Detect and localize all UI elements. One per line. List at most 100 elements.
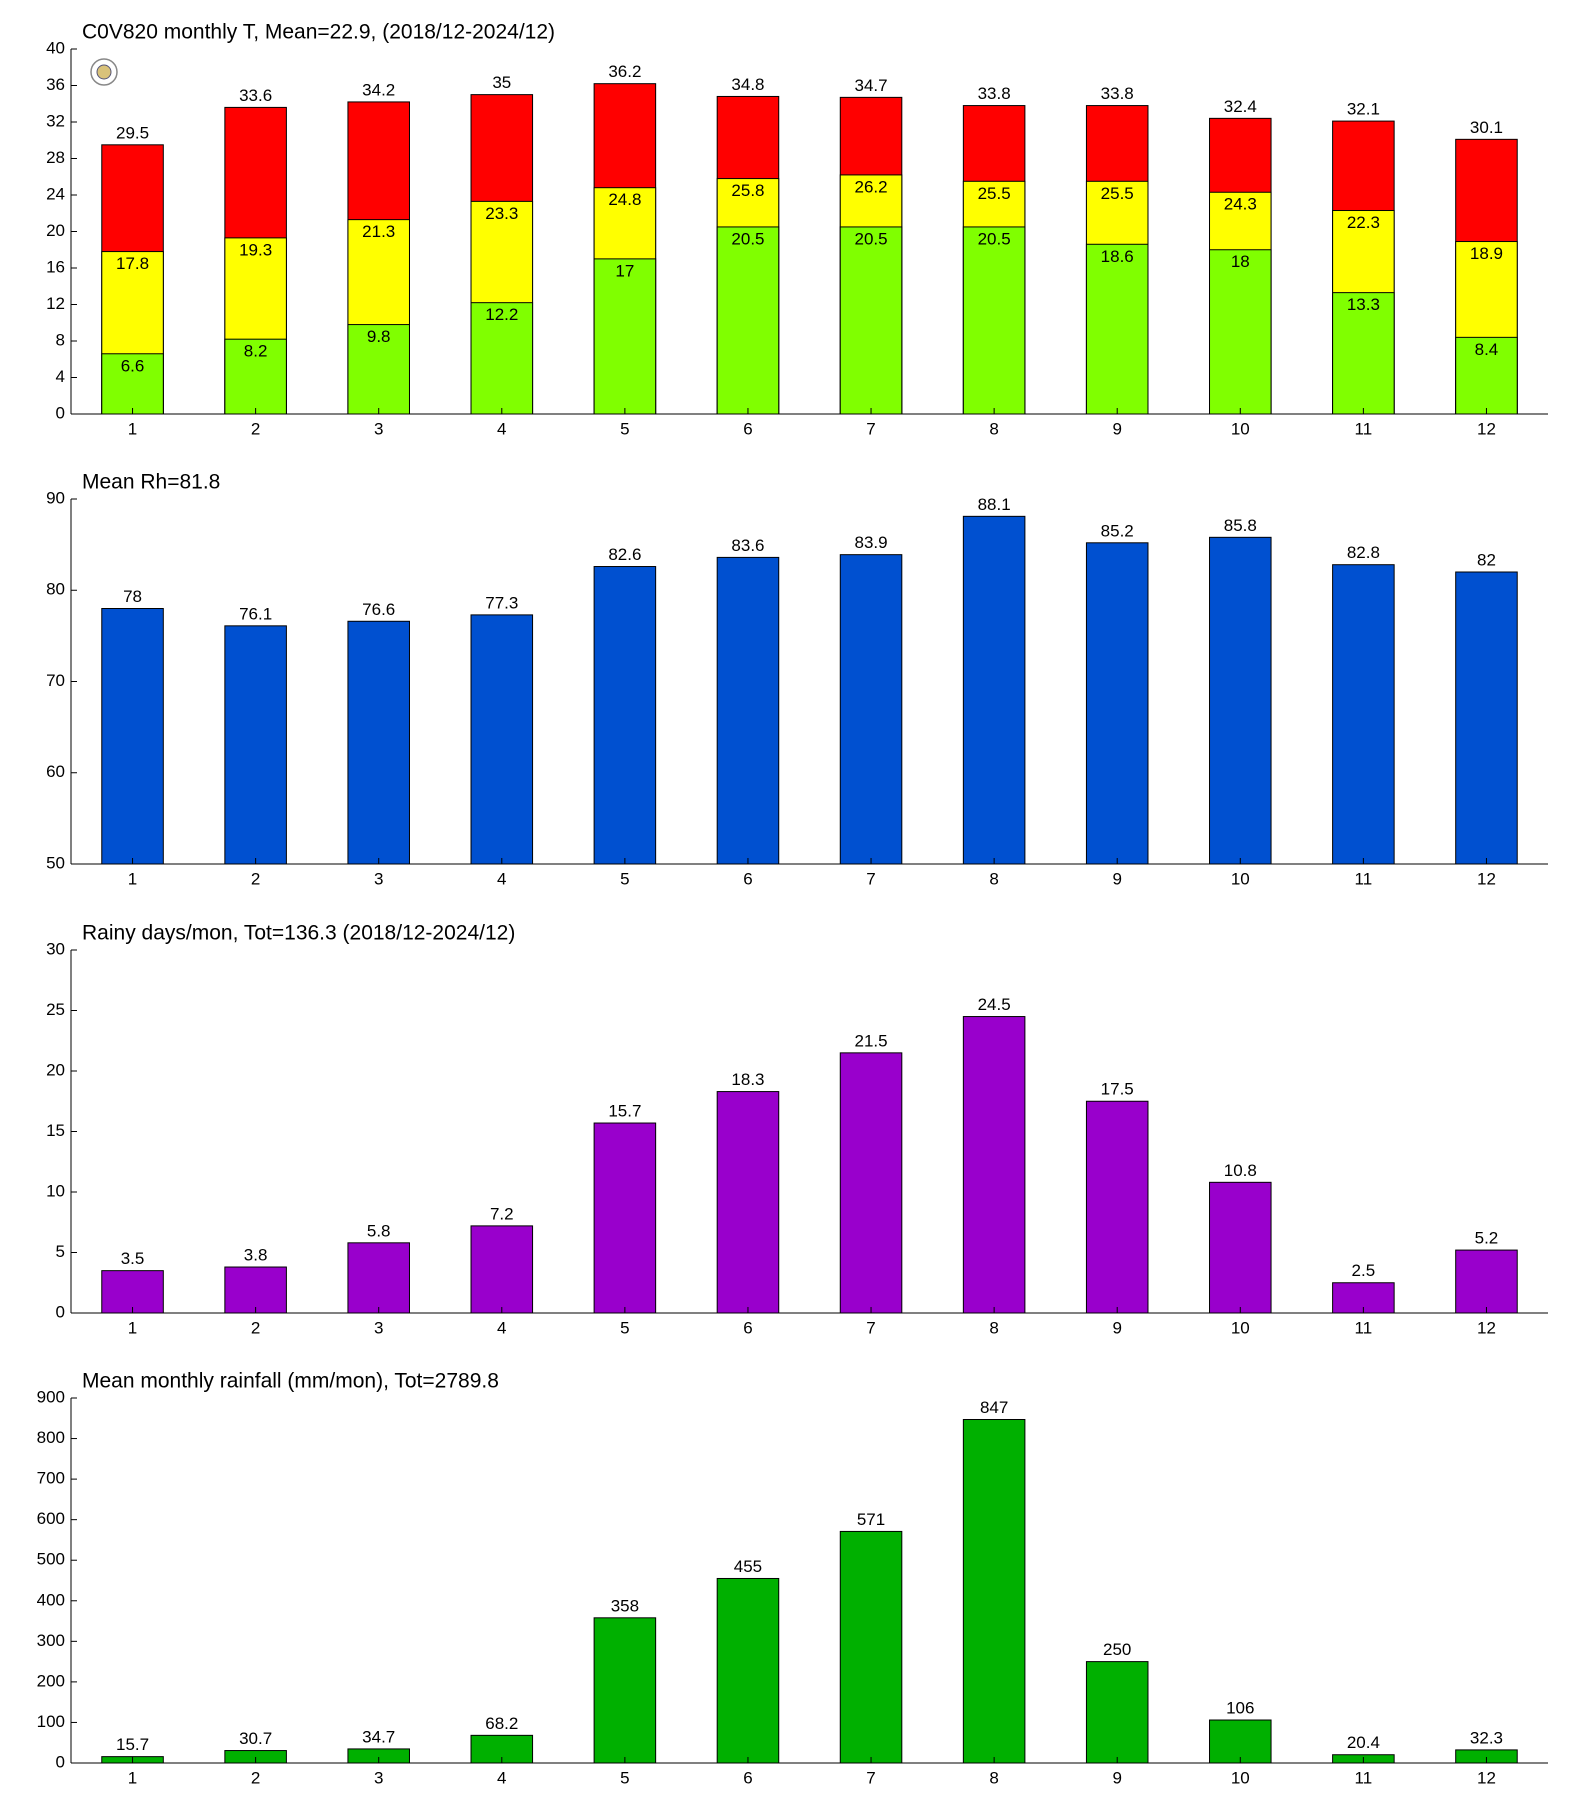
y-tick-label: 4 bbox=[56, 367, 65, 386]
x-tick-label: 2 bbox=[251, 869, 260, 888]
bar bbox=[1455, 1249, 1518, 1314]
bar bbox=[1209, 249, 1272, 415]
value-label: 5.2 bbox=[1475, 1229, 1499, 1248]
bar bbox=[593, 1617, 657, 1764]
bar bbox=[224, 1266, 287, 1314]
y-tick-label: 200 bbox=[37, 1671, 65, 1690]
x-tick-label: 9 bbox=[1112, 1318, 1121, 1337]
value-label: 18.9 bbox=[1470, 244, 1503, 263]
x-tick-label: 10 bbox=[1231, 419, 1250, 438]
value-label: 13.3 bbox=[1347, 295, 1380, 314]
value-label: 34.8 bbox=[731, 75, 764, 94]
value-label: 24.8 bbox=[608, 190, 641, 209]
y-tick-label: 50 bbox=[46, 853, 65, 872]
x-tick-label: 7 bbox=[866, 869, 875, 888]
bar bbox=[347, 1242, 410, 1314]
x-tick-label: 6 bbox=[743, 1768, 752, 1787]
y-tick-label: 36 bbox=[46, 75, 65, 94]
value-label: 106 bbox=[1226, 1698, 1254, 1717]
y-tick-label: 400 bbox=[37, 1590, 65, 1609]
y-tick-label: 32 bbox=[46, 111, 65, 130]
value-label: 20.5 bbox=[978, 229, 1011, 248]
value-label: 35 bbox=[492, 73, 511, 92]
x-tick-label: 4 bbox=[497, 419, 506, 438]
chart-title: C0V820 monthly T, Mean=22.9, (2018/12-20… bbox=[82, 21, 555, 44]
bar bbox=[716, 1577, 780, 1764]
value-label: 847 bbox=[980, 1398, 1008, 1417]
x-tick-label: 6 bbox=[743, 419, 752, 438]
bar bbox=[1455, 571, 1518, 865]
y-tick-label: 90 bbox=[46, 488, 65, 507]
value-label: 82 bbox=[1477, 550, 1496, 569]
x-tick-label: 1 bbox=[128, 1318, 137, 1337]
x-tick-label: 4 bbox=[497, 869, 506, 888]
value-label: 19.3 bbox=[239, 240, 272, 259]
value-label: 3.5 bbox=[121, 1249, 145, 1268]
value-label: 25.8 bbox=[731, 181, 764, 200]
value-label: 9.8 bbox=[367, 327, 391, 346]
bar bbox=[962, 1016, 1026, 1314]
value-label: 33.8 bbox=[1101, 84, 1134, 103]
x-tick-label: 6 bbox=[743, 869, 752, 888]
x-tick-label: 10 bbox=[1231, 869, 1250, 888]
y-tick-label: 20 bbox=[46, 1060, 65, 1079]
value-label: 29.5 bbox=[116, 123, 149, 142]
value-label: 23.3 bbox=[485, 204, 518, 223]
y-tick-label: 5 bbox=[56, 1242, 65, 1261]
y-tick-label: 700 bbox=[37, 1469, 65, 1488]
y-tick-label: 40 bbox=[46, 38, 65, 57]
bar bbox=[593, 258, 657, 415]
value-label: 30.1 bbox=[1470, 118, 1503, 137]
value-label: 83.9 bbox=[854, 533, 887, 552]
value-label: 21.3 bbox=[362, 222, 395, 241]
bar bbox=[962, 515, 1026, 865]
bar bbox=[101, 353, 164, 415]
value-label: 76.6 bbox=[362, 600, 395, 619]
bar bbox=[962, 1418, 1026, 1764]
value-label: 85.2 bbox=[1101, 521, 1134, 540]
value-label: 34.7 bbox=[362, 1727, 395, 1746]
value-label: 571 bbox=[857, 1510, 885, 1529]
bar bbox=[347, 620, 410, 865]
value-label: 33.6 bbox=[239, 86, 272, 105]
y-tick-label: 900 bbox=[37, 1387, 65, 1406]
y-tick-label: 600 bbox=[37, 1509, 65, 1528]
x-tick-label: 7 bbox=[866, 1768, 875, 1787]
x-tick-label: 5 bbox=[620, 419, 629, 438]
y-tick-label: 70 bbox=[46, 671, 65, 690]
bar bbox=[1085, 1100, 1149, 1314]
y-tick-label: 500 bbox=[37, 1550, 65, 1569]
bar bbox=[101, 1270, 164, 1314]
bar bbox=[470, 302, 534, 415]
logo bbox=[90, 58, 118, 86]
y-tick-label: 100 bbox=[37, 1712, 65, 1731]
value-label: 250 bbox=[1103, 1640, 1131, 1659]
y-tick-label: 30 bbox=[46, 939, 65, 958]
value-label: 20.5 bbox=[854, 229, 887, 248]
x-tick-label: 8 bbox=[989, 1318, 998, 1337]
y-tick-label: 80 bbox=[46, 580, 65, 599]
value-label: 17.8 bbox=[116, 254, 149, 273]
value-label: 15.7 bbox=[116, 1735, 149, 1754]
y-tick-label: 16 bbox=[46, 257, 65, 276]
value-label: 18 bbox=[1231, 252, 1250, 271]
bar bbox=[593, 566, 657, 865]
y-tick-label: 800 bbox=[37, 1428, 65, 1447]
value-label: 36.2 bbox=[608, 62, 641, 81]
x-tick-label: 7 bbox=[866, 419, 875, 438]
value-label: 83.6 bbox=[731, 536, 764, 555]
x-tick-label: 1 bbox=[128, 869, 137, 888]
x-tick-label: 4 bbox=[497, 1768, 506, 1787]
x-tick-label: 7 bbox=[866, 1318, 875, 1337]
x-tick-label: 2 bbox=[251, 1768, 260, 1787]
value-label: 20.4 bbox=[1347, 1733, 1380, 1752]
value-label: 88.1 bbox=[978, 495, 1011, 514]
chart-title: Mean Rh=81.8 bbox=[82, 471, 220, 494]
y-tick-label: 60 bbox=[46, 762, 65, 781]
x-tick-label: 4 bbox=[497, 1318, 506, 1337]
x-tick-label: 12 bbox=[1477, 419, 1496, 438]
x-tick-label: 8 bbox=[989, 869, 998, 888]
bar bbox=[101, 608, 164, 865]
